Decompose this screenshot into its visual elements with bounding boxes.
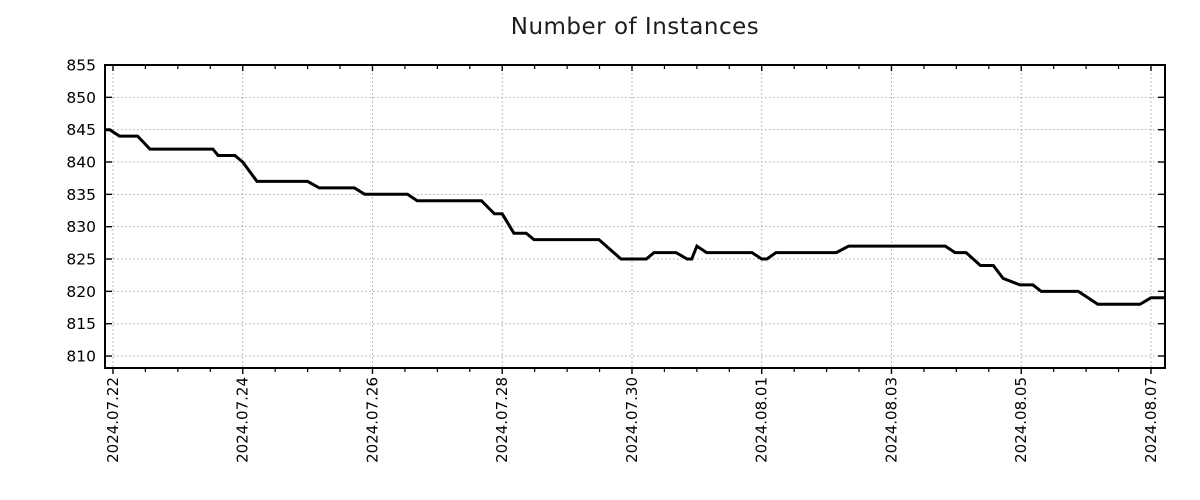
y-tick-labels: 855 850 845 840 835 830 825 820 815 810 [66, 56, 96, 365]
y-tick-label: 830 [66, 218, 96, 236]
x-tick-labels: 2024.07.22 2024.07.24 2024.07.26 2024.07.28… [104, 377, 1160, 463]
y-tick-label: 835 [66, 186, 96, 204]
x-tick-label: 2024.08.05 [1012, 377, 1030, 463]
series-line-instances [105, 128, 1166, 306]
x-tick-label: 2024.07.22 [104, 377, 122, 463]
y-tick-label: 815 [66, 315, 96, 333]
y-tick-label: 850 [66, 89, 96, 107]
y-tick-label: 845 [66, 121, 96, 139]
x-tick-label: 2024.07.28 [493, 377, 511, 463]
tick-marks [105, 64, 1165, 374]
x-tick-label: 2024.07.26 [363, 377, 381, 463]
y-tick-label: 825 [66, 250, 96, 268]
y-tick-label: 840 [66, 153, 96, 171]
x-tick-label: 2024.08.07 [1142, 377, 1160, 463]
chart-title: Number of Instances [510, 14, 760, 40]
x-tick-label: 2024.08.01 [753, 377, 771, 463]
x-tick-label: 2024.07.24 [234, 377, 252, 463]
grid-layer [105, 65, 1165, 368]
y-tick-label: 820 [66, 283, 96, 301]
plot-border [104, 64, 1166, 369]
x-tick-label: 2024.07.30 [623, 377, 641, 463]
y-tick-label: 855 [66, 56, 96, 74]
x-tick-label: 2024.08.03 [882, 377, 900, 463]
y-tick-label: 810 [66, 347, 96, 365]
